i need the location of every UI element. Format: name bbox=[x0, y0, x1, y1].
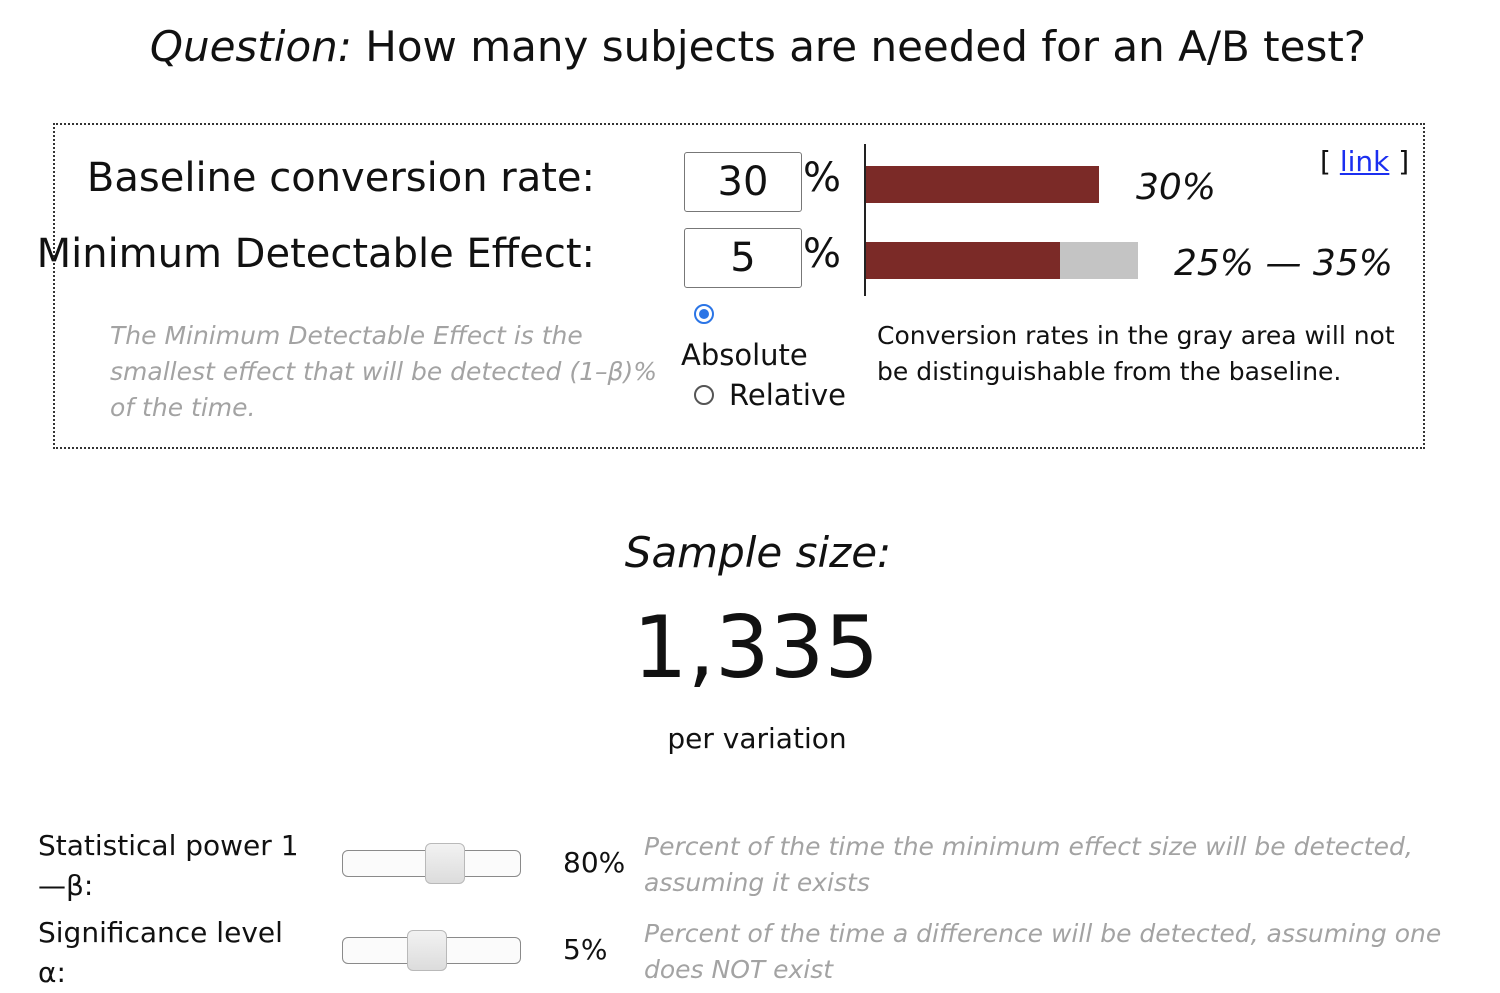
significance-label: Significance level α: bbox=[38, 916, 283, 989]
mde-bar-fill bbox=[866, 242, 1060, 279]
baseline-bar-text: 30% bbox=[1136, 167, 1217, 208]
significance-help: Percent of the time a difference will be… bbox=[644, 919, 1442, 984]
sample-size-value: 1,335 bbox=[632, 598, 880, 698]
gray-area-note: Conversion rates in the gray area will n… bbox=[877, 321, 1395, 386]
baseline-bar-fill bbox=[866, 166, 1099, 203]
relative-radio[interactable] bbox=[694, 385, 714, 405]
mde-range-gray bbox=[1060, 242, 1138, 279]
baseline-input[interactable] bbox=[684, 152, 802, 212]
mde-range-text: 25% — 35% bbox=[1174, 243, 1393, 284]
link-area: [ link ] bbox=[1320, 145, 1409, 178]
sample-size-unit: per variation bbox=[667, 722, 847, 755]
power-help: Percent of the time the minimum effect s… bbox=[644, 832, 1413, 897]
significance-slider[interactable] bbox=[342, 930, 521, 971]
title-prefix: Question: bbox=[149, 22, 352, 71]
power-slider-thumb[interactable] bbox=[425, 843, 465, 884]
link-open-bracket: [ bbox=[1320, 145, 1331, 178]
mde-unit: % bbox=[803, 231, 842, 277]
mde-input[interactable] bbox=[684, 228, 802, 288]
title-text: How many subjects are needed for an A/B … bbox=[365, 22, 1367, 71]
baseline-bar bbox=[866, 166, 1500, 203]
significance-value: 5% bbox=[563, 933, 608, 966]
baseline-label: Baseline conversion rate: bbox=[86, 155, 595, 201]
power-label: Statistical power 1—β: bbox=[38, 829, 299, 902]
link-close-bracket: ] bbox=[1398, 145, 1410, 178]
page-title: Question: How many subjects are needed f… bbox=[0, 22, 1500, 71]
significance-slider-thumb[interactable] bbox=[407, 930, 447, 971]
mde-label: Minimum Detectable Effect: bbox=[36, 231, 595, 277]
bar-axis-line bbox=[864, 144, 866, 296]
relative-radio-label[interactable]: Relative bbox=[729, 378, 846, 412]
mde-help-text: The Minimum Detectable Effect is the sma… bbox=[110, 321, 657, 422]
permalink-link[interactable]: link bbox=[1339, 145, 1390, 178]
power-value: 80% bbox=[563, 846, 626, 879]
sample-size-label: Sample size: bbox=[624, 528, 892, 577]
absolute-radio[interactable] bbox=[694, 304, 714, 324]
absolute-radio-label[interactable]: Absolute bbox=[681, 338, 808, 372]
mde-range-bar bbox=[866, 242, 1500, 279]
baseline-unit: % bbox=[803, 155, 842, 201]
input-panel: Baseline conversion rate: % Minimum Dete… bbox=[37, 123, 1425, 449]
power-slider[interactable] bbox=[342, 843, 521, 884]
